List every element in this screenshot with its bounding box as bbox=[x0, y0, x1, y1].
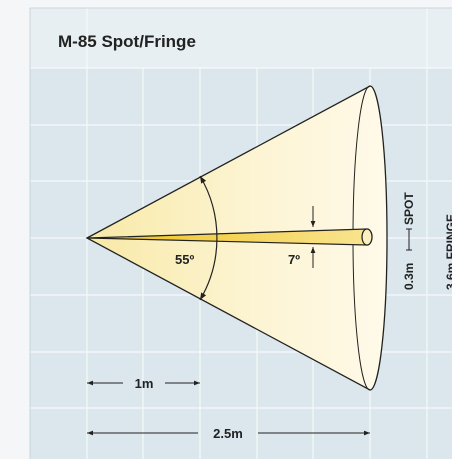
wide-angle-label: 55º bbox=[175, 252, 194, 267]
spot-size-label: 0.3m bbox=[402, 263, 416, 290]
angle-arc bbox=[199, 175, 218, 301]
distance-label: 2.5m bbox=[213, 426, 243, 441]
title: M-85 Spot/Fringe bbox=[58, 32, 196, 51]
narrow-angle-label: 7º bbox=[288, 252, 300, 267]
spot-label: SPOT bbox=[402, 192, 416, 225]
title-band bbox=[30, 8, 452, 68]
spot-end bbox=[361, 228, 373, 246]
distance-label: 1m bbox=[135, 376, 154, 391]
fringe-label: 3.6m FRINGE bbox=[444, 214, 452, 290]
